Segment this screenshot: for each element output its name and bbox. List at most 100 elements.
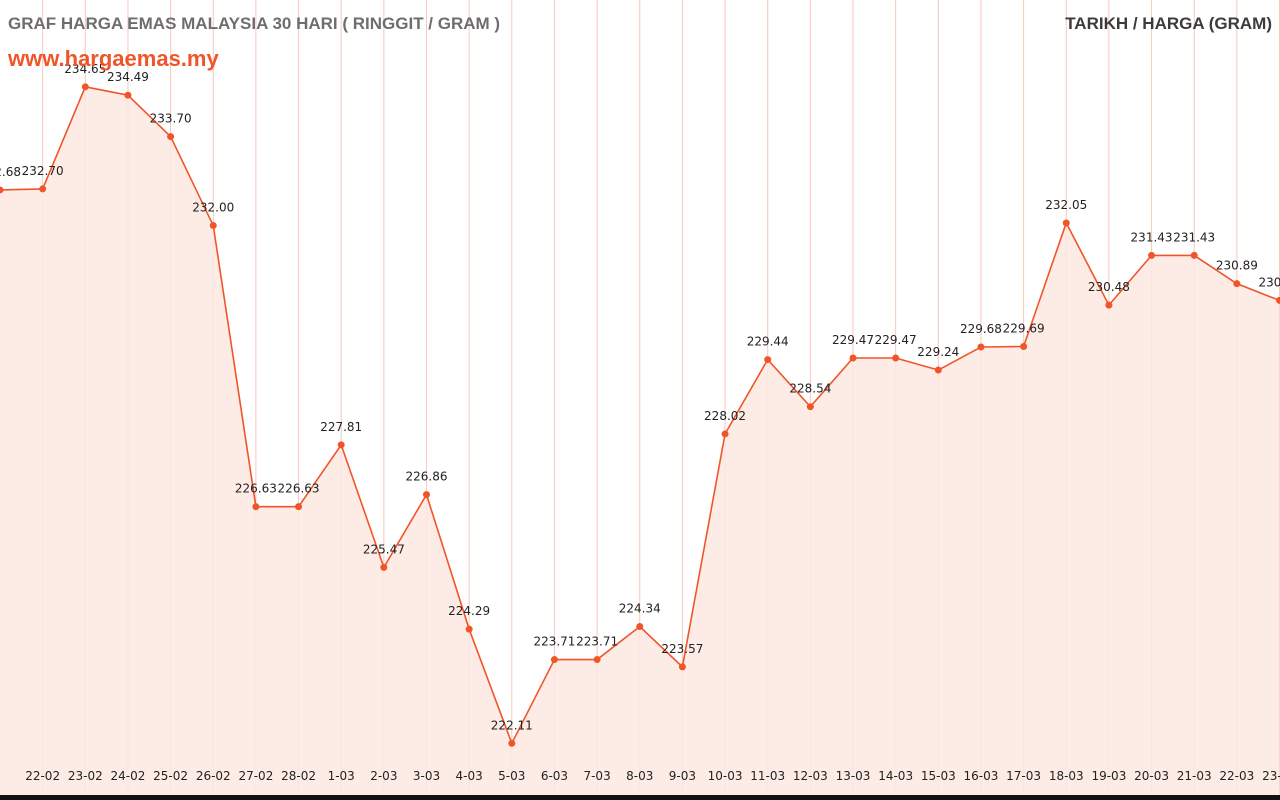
value-label: 225.47	[363, 542, 405, 556]
value-label: 232.00	[192, 201, 234, 215]
area-fill	[0, 86, 1280, 795]
data-point[interactable]	[678, 663, 686, 671]
value-label: 232.70	[22, 164, 64, 178]
value-label: 234.65	[64, 62, 106, 76]
data-point[interactable]	[806, 403, 814, 411]
value-label: 223.57	[661, 642, 703, 656]
x-tick-label: 27-02	[238, 769, 273, 783]
x-tick-label: 22-02	[25, 769, 60, 783]
data-point[interactable]	[209, 222, 217, 230]
value-label: 226.63	[235, 482, 277, 496]
x-tick-label: 23-03	[1262, 769, 1280, 783]
data-point[interactable]	[1148, 251, 1156, 259]
data-point[interactable]	[0, 186, 4, 194]
x-tick-label: 5-03	[498, 769, 525, 783]
x-tick-label: 7-03	[583, 769, 610, 783]
x-tick-label: 28-02	[281, 769, 316, 783]
x-tick-label: 4-03	[456, 769, 483, 783]
value-label: 230.89	[1216, 259, 1258, 273]
data-point[interactable]	[465, 625, 473, 633]
data-point[interactable]	[39, 185, 47, 193]
value-label: 224.34	[619, 602, 661, 616]
x-tick-label: 26-02	[196, 769, 231, 783]
x-tick-labels: 22-02 23-02 24-02 25-02 26-02 27-02 28-02 1-03 2…	[25, 769, 1280, 783]
x-tick-label: 1-03	[328, 769, 355, 783]
data-point[interactable]	[1233, 280, 1241, 288]
x-tick-label: 14-03	[878, 769, 913, 783]
x-tick-label: 15-03	[921, 769, 956, 783]
data-point[interactable]	[892, 354, 900, 362]
data-point[interactable]	[593, 656, 601, 664]
data-points	[0, 83, 1280, 747]
x-tick-label: 17-03	[1006, 769, 1041, 783]
x-tick-label: 19-03	[1091, 769, 1126, 783]
x-tick-label: 9-03	[669, 769, 696, 783]
data-point[interactable]	[295, 503, 303, 511]
x-tick-label: 6-03	[541, 769, 568, 783]
data-point[interactable]	[1190, 251, 1198, 259]
data-point[interactable]	[849, 354, 857, 362]
value-label: 232.05	[1045, 198, 1087, 212]
x-tick-label: 11-03	[750, 769, 785, 783]
data-point[interactable]	[721, 430, 729, 438]
value-label: 226.86	[406, 470, 448, 484]
value-label: 229.69	[1003, 321, 1045, 335]
data-point[interactable]	[977, 343, 985, 351]
value-label: 228.54	[789, 382, 831, 396]
data-point[interactable]	[423, 491, 430, 499]
data-point[interactable]	[81, 83, 89, 91]
x-tick-label: 16-03	[964, 769, 999, 783]
data-point[interactable]	[380, 563, 388, 571]
axis-legend-label: TARIKH / HARGA (GRAM)	[1065, 14, 1272, 33]
value-label: 229.47	[875, 333, 917, 347]
x-tick-label: 10-03	[708, 769, 743, 783]
x-tick-label: 23-02	[68, 769, 103, 783]
value-label: 229.44	[747, 335, 789, 349]
value-label: 229.47	[832, 333, 874, 347]
data-point[interactable]	[764, 356, 772, 364]
chart-title: GRAF HARGA EMAS MALAYSIA 30 HARI ( RINGG…	[8, 14, 501, 33]
value-label: 222.11	[491, 718, 533, 732]
value-label: 229.68	[960, 322, 1002, 336]
x-tick-label: 20-03	[1134, 769, 1169, 783]
x-tick-label: 25-02	[153, 769, 188, 783]
value-label: 227.81	[320, 420, 362, 434]
data-point[interactable]	[636, 623, 644, 631]
x-tick-label: 24-02	[111, 769, 146, 783]
value-label: 231.43	[1173, 230, 1215, 244]
value-label: 223.71	[576, 635, 618, 649]
value-label: 223.71	[533, 635, 575, 649]
data-point[interactable]	[934, 366, 942, 374]
data-point[interactable]	[167, 133, 175, 141]
value-label: 231.43	[1131, 230, 1173, 244]
data-point[interactable]	[1105, 301, 1113, 309]
x-tick-label: 21-03	[1177, 769, 1212, 783]
x-tick-label: 18-03	[1049, 769, 1084, 783]
value-label: 229.24	[917, 345, 959, 359]
value-label: 224.29	[448, 604, 490, 618]
data-point[interactable]	[1062, 219, 1070, 227]
data-point[interactable]	[1020, 342, 1028, 350]
data-point[interactable]	[337, 441, 345, 449]
x-tick-label: 13-03	[836, 769, 871, 783]
data-point[interactable]	[1276, 296, 1280, 304]
x-tick-label: 3-03	[413, 769, 440, 783]
data-point[interactable]	[124, 91, 132, 99]
data-point[interactable]	[508, 739, 516, 747]
x-tick-label: 12-03	[793, 769, 828, 783]
bottom-bar	[0, 795, 1280, 800]
site-link[interactable]: www.hargaemas.my	[8, 46, 219, 71]
value-label: 228.02	[704, 409, 746, 423]
x-tick-label: 8-03	[626, 769, 653, 783]
value-label: 233.70	[150, 112, 192, 126]
value-label: 234.49	[107, 70, 149, 84]
x-tick-label: 2-03	[370, 769, 397, 783]
value-label: 232.68	[0, 165, 21, 179]
value-label: 230.48	[1088, 280, 1130, 294]
data-point[interactable]	[550, 656, 558, 664]
data-point[interactable]	[252, 503, 260, 511]
x-tick-label: 22-03	[1219, 769, 1254, 783]
